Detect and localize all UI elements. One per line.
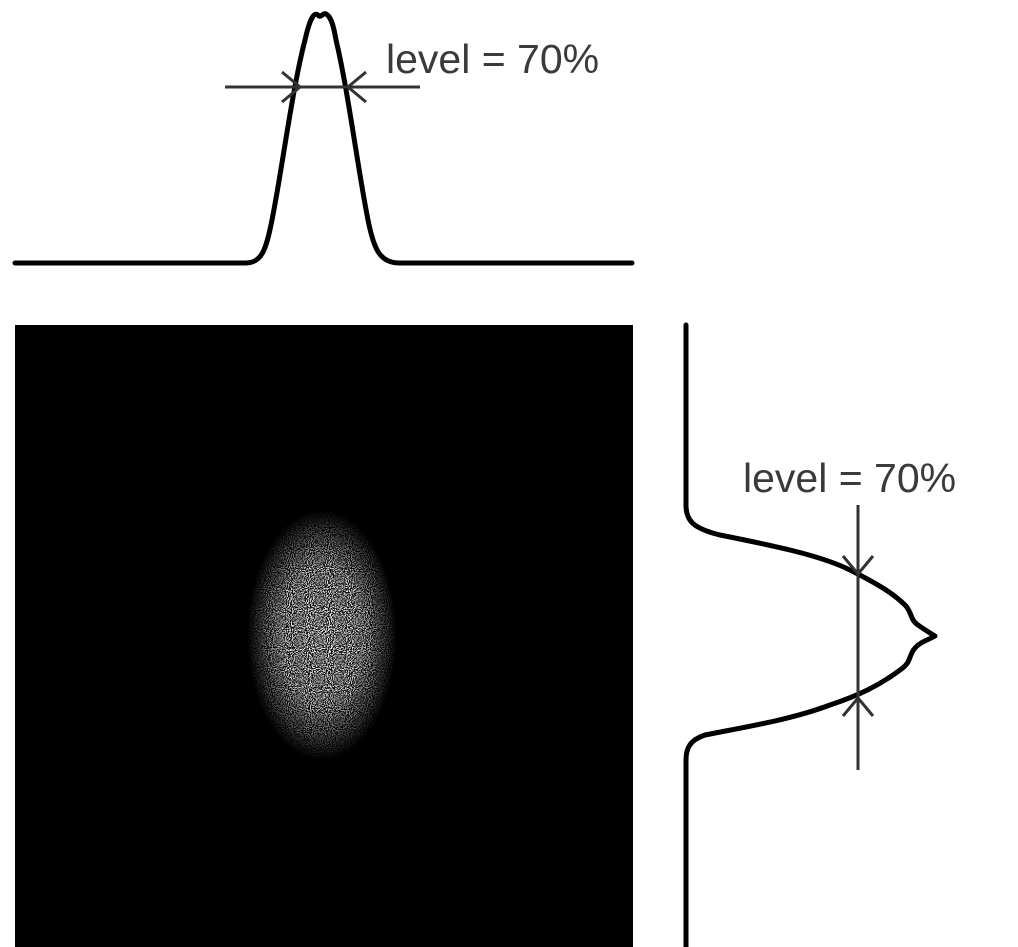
side-level-label: level = 70% [743, 455, 956, 501]
side-profile-curve [686, 325, 935, 947]
beam-spot [247, 510, 397, 760]
top-level-label: level = 70% [386, 36, 599, 82]
beam-profile-diagram: level = 70% level = 70% [0, 0, 1018, 947]
side-level-marker [843, 505, 873, 770]
